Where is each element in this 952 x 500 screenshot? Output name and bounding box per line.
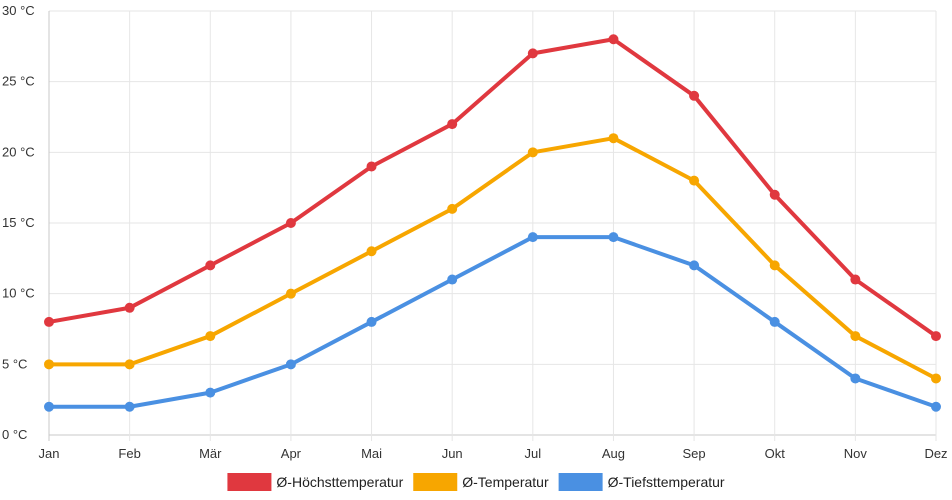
data-point[interactable] <box>44 316 54 327</box>
data-point[interactable] <box>689 260 700 271</box>
legend-swatch <box>413 473 458 491</box>
data-point[interactable] <box>447 274 458 285</box>
data-point[interactable] <box>285 218 296 228</box>
x-tick-label: Nov <box>844 446 868 461</box>
data-point[interactable] <box>366 246 377 257</box>
data-point[interactable] <box>366 316 377 327</box>
series-line <box>47 235 938 409</box>
data-point[interactable] <box>205 387 216 398</box>
data-point[interactable] <box>527 48 538 59</box>
y-tick-label: 5 °C <box>2 356 27 371</box>
legend-swatch <box>558 473 603 491</box>
x-tick-label: Aug <box>602 446 625 461</box>
data-point[interactable] <box>205 260 216 271</box>
data-point[interactable] <box>285 288 296 299</box>
data-point[interactable] <box>689 90 700 101</box>
grid <box>48 10 937 441</box>
data-point[interactable] <box>124 302 135 313</box>
y-tick-label: 0 °C <box>2 427 27 442</box>
legend-item-2[interactable]: Ø-Temperatur <box>413 473 549 491</box>
data-point[interactable] <box>931 401 941 412</box>
data-point[interactable] <box>44 359 54 370</box>
data-point[interactable] <box>689 175 700 186</box>
series-2 <box>44 133 941 384</box>
data-point[interactable] <box>769 189 780 200</box>
data-point[interactable] <box>850 373 861 384</box>
x-tick-label: Jan <box>39 446 60 461</box>
x-tick-label: Jul <box>525 446 542 461</box>
data-point[interactable] <box>850 331 861 342</box>
data-point[interactable] <box>608 34 619 45</box>
x-tick-label: Sep <box>683 446 706 461</box>
y-axis: 0 °C 5 °C 10 °C 15 °C 20 °C 25 °C 30 °C <box>2 3 35 442</box>
data-point[interactable] <box>447 203 458 214</box>
data-point[interactable] <box>285 359 296 370</box>
data-point[interactable] <box>366 161 377 172</box>
y-tick-label: 10 °C <box>2 286 35 301</box>
data-point[interactable] <box>931 373 941 384</box>
series-1 <box>44 34 941 342</box>
y-tick-label: 25 °C <box>2 74 35 89</box>
data-point[interactable] <box>769 260 780 271</box>
legend-item-1[interactable]: Ø-Höchsttemperatur <box>227 473 404 491</box>
data-point[interactable] <box>931 331 941 342</box>
data-point[interactable] <box>44 401 54 412</box>
x-tick-label: Mär <box>199 446 222 461</box>
y-tick-label: 30 °C <box>2 3 35 18</box>
x-tick-label: Apr <box>281 446 302 461</box>
legend-label: Ø-Tiefsttemperatur <box>608 474 725 490</box>
legend-label: Ø-Temperatur <box>462 474 549 490</box>
data-point[interactable] <box>124 359 135 370</box>
legend-label: Ø-Höchsttemperatur <box>276 474 403 490</box>
data-point[interactable] <box>850 274 861 285</box>
y-tick-label: 15 °C <box>2 215 35 230</box>
data-point[interactable] <box>124 401 135 412</box>
legend[interactable]: Ø-Höchsttemperatur Ø-Temperatur Ø-Tiefstte… <box>227 473 725 491</box>
x-tick-label: Dez <box>924 446 947 461</box>
data-point[interactable] <box>608 232 619 243</box>
data-point[interactable] <box>608 133 619 144</box>
data-point[interactable] <box>205 331 216 342</box>
y-tick-label: 20 °C <box>2 144 35 159</box>
x-tick-label: Mai <box>361 446 382 461</box>
data-point[interactable] <box>447 119 458 130</box>
series-lines <box>44 34 941 412</box>
x-tick-label: Okt <box>765 446 786 461</box>
data-point[interactable] <box>527 232 538 243</box>
legend-swatch <box>227 473 272 491</box>
series-3 <box>44 232 941 412</box>
data-point[interactable] <box>769 316 780 327</box>
data-point[interactable] <box>527 147 538 158</box>
x-tick-label: Feb <box>118 446 140 461</box>
series-line <box>47 136 938 381</box>
x-axis: Jan Feb Mär Apr Mai Jun Jul Aug Sep Okt Nov Dez <box>39 446 948 461</box>
series-line <box>47 37 938 339</box>
legend-item-3[interactable]: Ø-Tiefsttemperatur <box>558 473 725 491</box>
x-tick-label: Jun <box>442 446 463 461</box>
